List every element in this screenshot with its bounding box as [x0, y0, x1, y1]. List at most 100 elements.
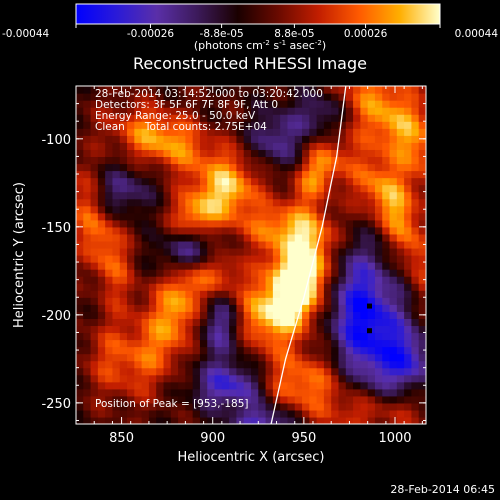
heatmap-cell: [76, 247, 84, 256]
heatmap-cell: [148, 240, 157, 249]
heatmap-cell: [97, 170, 106, 179]
heatmap-cell: [280, 149, 289, 158]
heatmap-cell: [418, 198, 426, 207]
heatmap-cell: [258, 269, 267, 277]
heatmap-cell: [127, 191, 135, 200]
heatmap-cell: [294, 255, 303, 263]
heatmap-cell: [418, 318, 426, 327]
heatmap-cell: [221, 226, 230, 235]
heatmap-cell: [119, 381, 128, 390]
heatmap-cell: [309, 198, 318, 207]
heatmap-cell: [148, 247, 157, 256]
heatmap-cell: [236, 353, 245, 362]
heatmap-cell: [112, 346, 121, 355]
heatmap-cell: [105, 395, 114, 404]
heatmap-cell: [90, 416, 99, 424]
heatmap-cell: [97, 395, 106, 404]
heatmap-cell: [382, 163, 391, 172]
heatmap-cell: [236, 177, 245, 186]
heatmap-cell: [272, 184, 281, 193]
heatmap-cell: [272, 156, 281, 165]
heatmap-cell: [105, 212, 114, 221]
heatmap-cell: [353, 409, 361, 418]
heatmap-cell: [302, 184, 310, 193]
heatmap-cell: [404, 114, 413, 122]
heatmap-cell: [382, 240, 391, 249]
heatmap-cell: [127, 198, 135, 207]
heatmap-cell: [265, 149, 274, 158]
heatmap-cell: [345, 219, 354, 228]
heatmap-cell: [367, 93, 376, 101]
heatmap-cell: [302, 114, 310, 122]
heatmap-cell: [163, 163, 172, 172]
heatmap-cell: [404, 262, 413, 270]
heatmap-cell: [374, 339, 383, 348]
heatmap-cell: [331, 346, 340, 355]
heatmap-cell: [345, 332, 354, 341]
heatmap-cell: [156, 135, 165, 143]
heatmap-cell: [265, 269, 274, 277]
heatmap-cell: [119, 219, 128, 228]
heatmap-cell: [163, 304, 172, 312]
heatmap-cell: [404, 219, 413, 228]
heatmap-cell: [382, 205, 391, 214]
heatmap-cell: [367, 374, 376, 383]
heatmap-cell: [105, 114, 114, 122]
heatmap-cell: [199, 142, 208, 150]
heatmap-cell: [83, 367, 92, 376]
heatmap-cell: [90, 409, 99, 418]
heatmap-cell: [345, 290, 354, 298]
heatmap-cell: [214, 332, 223, 341]
heatmap-cell: [258, 283, 267, 291]
heatmap-cell: [141, 142, 150, 150]
heatmap-cell: [396, 388, 405, 397]
heatmap-cell: [141, 374, 150, 383]
heatmap-cell: [178, 142, 186, 150]
heatmap-cell: [360, 184, 369, 193]
heatmap-cell: [404, 381, 413, 390]
heatmap-cell: [127, 353, 135, 362]
heatmap-cell: [199, 276, 208, 284]
heatmap-cell: [83, 346, 92, 355]
heatmap-cell: [221, 128, 230, 136]
heatmap-cell: [353, 219, 361, 228]
heatmap-cell: [148, 198, 157, 207]
heatmap-cell: [411, 142, 420, 150]
heatmap-cell: [323, 170, 332, 179]
heatmap-cell: [411, 212, 420, 221]
heatmap-cell: [411, 156, 420, 165]
heatmap-cell: [178, 262, 186, 270]
heatmap-cell: [163, 332, 172, 341]
heatmap-cell: [112, 86, 121, 94]
heatmap-cell: [345, 360, 354, 369]
heatmap-cell: [214, 149, 223, 158]
heatmap-cell: [309, 395, 318, 404]
heatmap-cell: [316, 353, 325, 362]
heatmap-cell: [389, 156, 398, 165]
heatmap-cell: [148, 226, 157, 235]
x-tick-label: 900: [200, 431, 225, 446]
heatmap-cell: [382, 374, 391, 383]
heatmap-cell: [404, 149, 413, 158]
heatmap-cell: [119, 367, 128, 376]
heatmap-cell: [97, 149, 106, 158]
heatmap-cell: [243, 107, 252, 115]
heatmap-cell: [309, 184, 318, 193]
heatmap-cell: [309, 353, 318, 362]
heatmap-cell: [258, 311, 267, 319]
heatmap-cell: [148, 381, 157, 390]
heatmap-cell: [338, 276, 347, 284]
heatmap-cell: [404, 290, 413, 298]
heatmap-cell: [90, 262, 99, 270]
chart-title: Reconstructed RHESSI Image: [133, 54, 367, 73]
heatmap-cell: [280, 325, 289, 334]
heatmap-cell: [192, 128, 201, 136]
heatmap-cell: [185, 128, 194, 136]
heatmap-cell: [302, 163, 310, 172]
heatmap-cell: [156, 304, 165, 312]
heatmap-cell: [199, 402, 208, 411]
heatmap-cell: [367, 388, 376, 397]
heatmap-cell: [345, 374, 354, 383]
plot-frame: [75, 85, 427, 425]
heatmap-cell: [221, 93, 230, 101]
